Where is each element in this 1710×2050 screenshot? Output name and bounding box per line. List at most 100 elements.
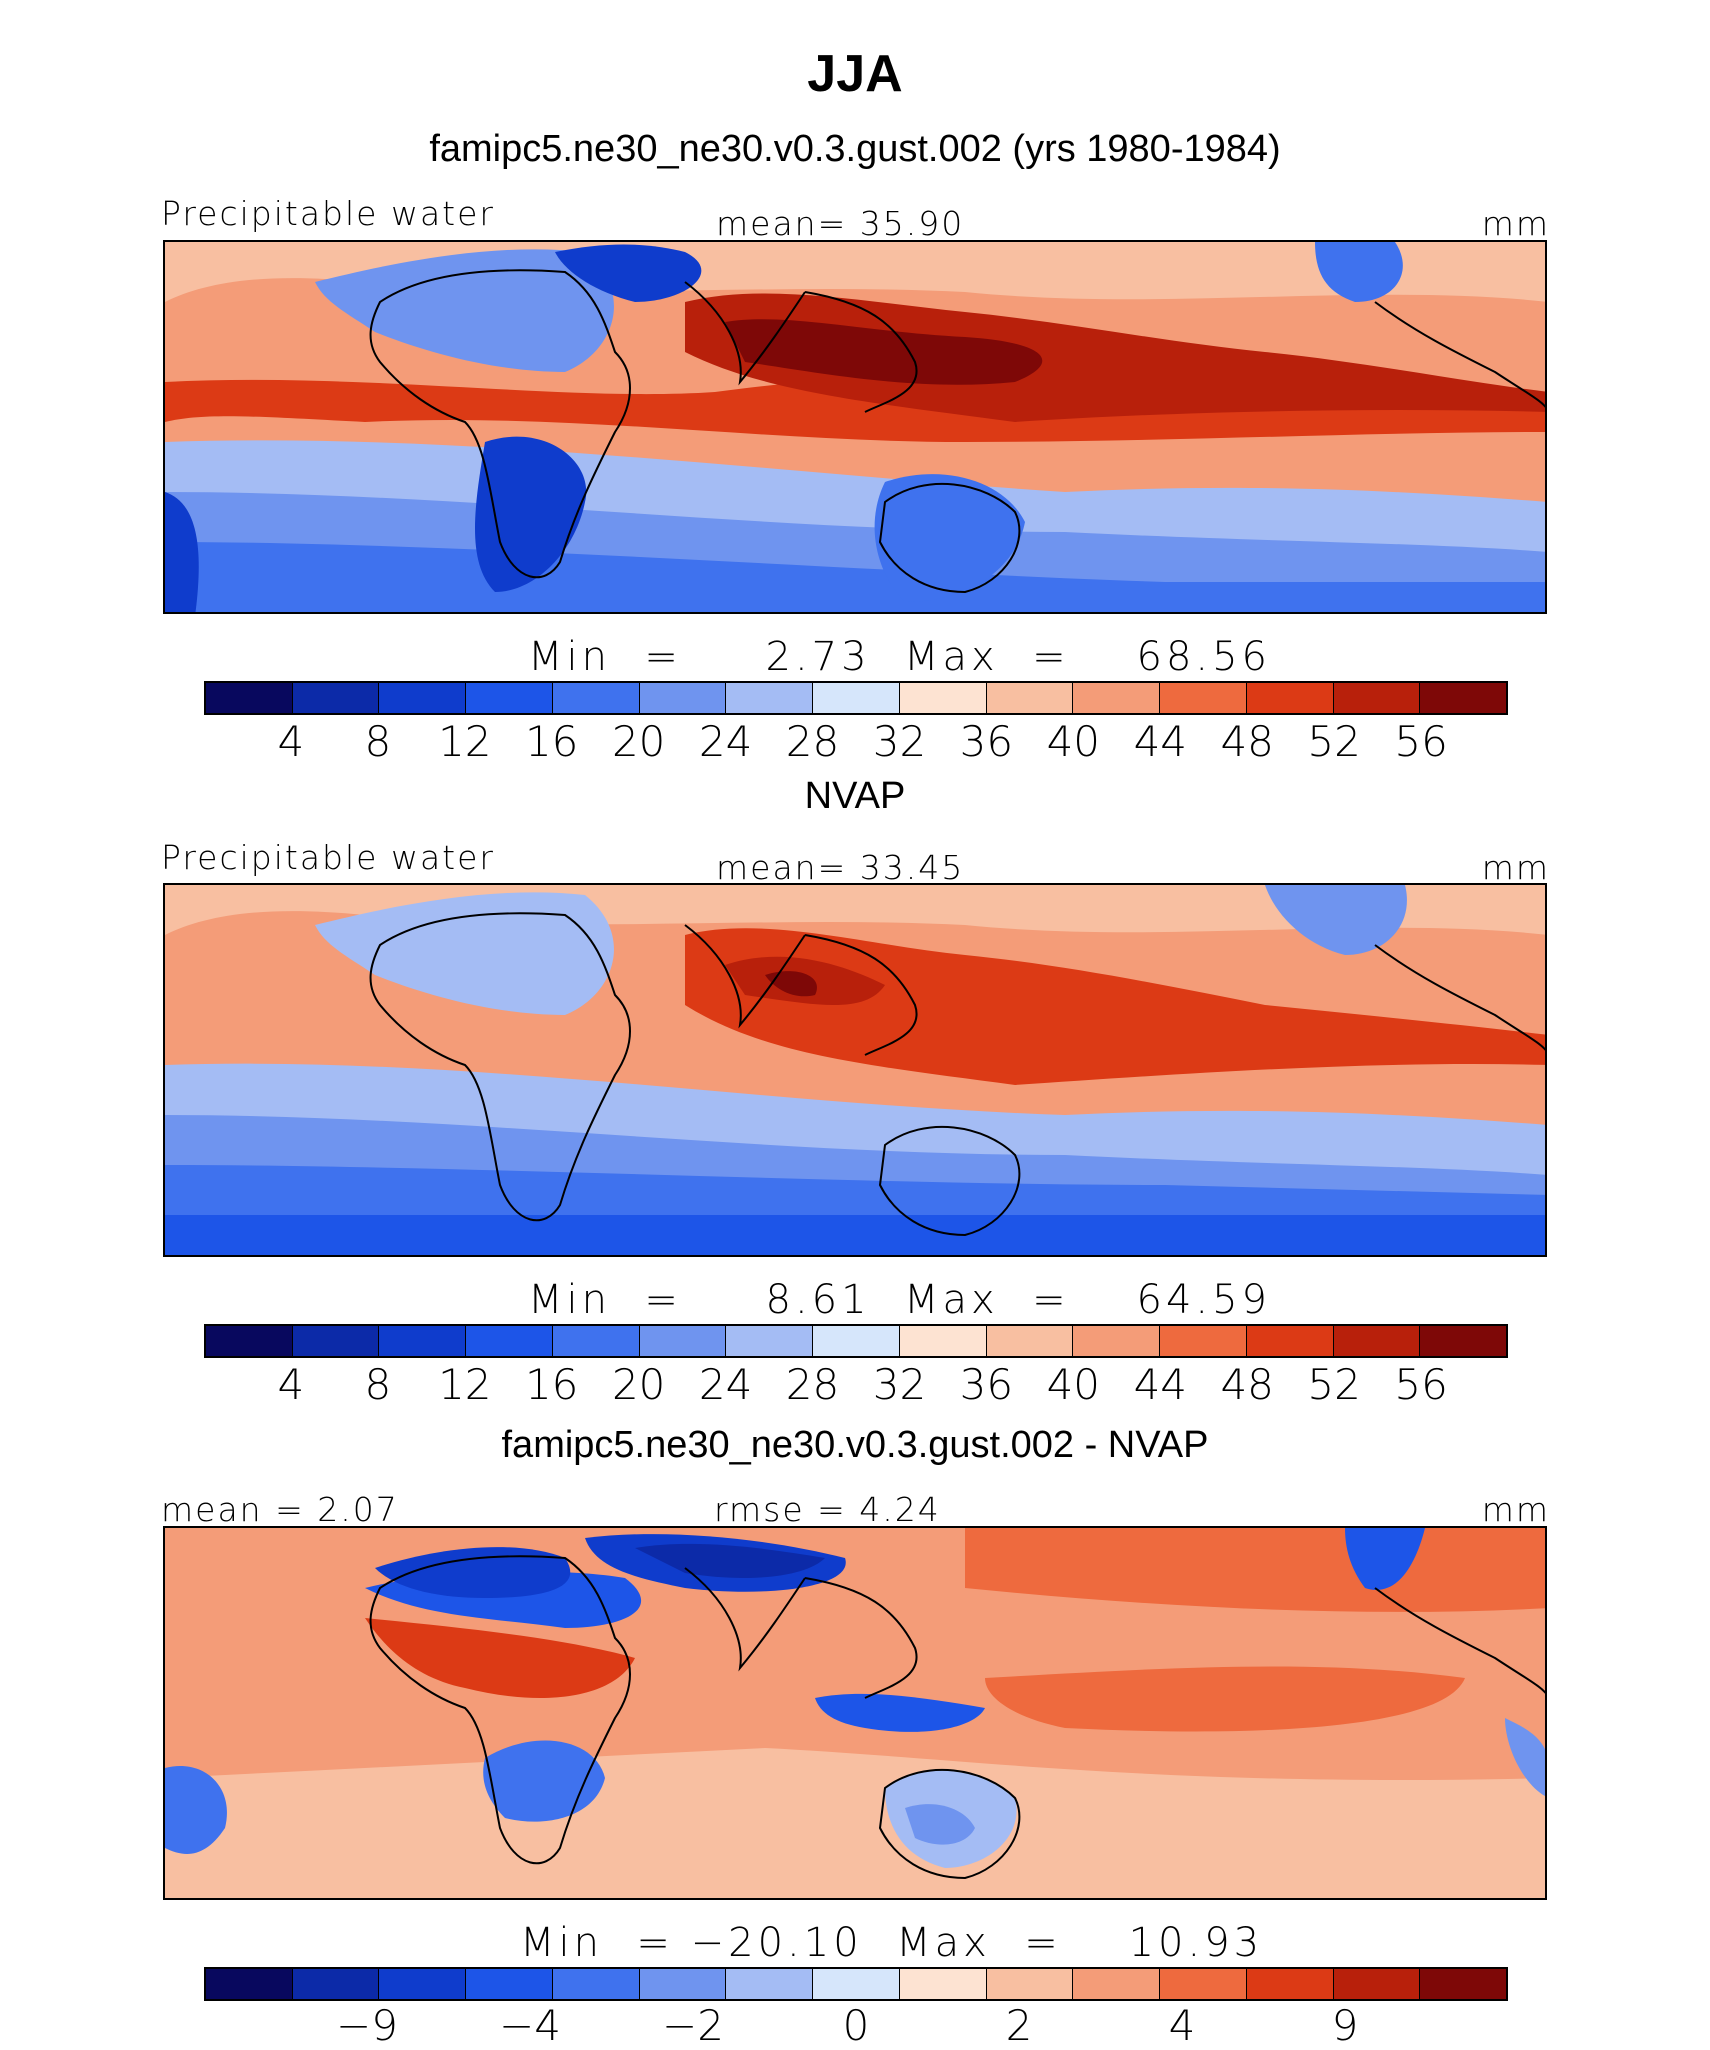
colorbar-box (552, 1326, 640, 1356)
colorbar-box (466, 1969, 553, 1999)
figure-title: JJA (807, 45, 903, 103)
panel-1-title: famipc5.ne30_ne30.v0.3.gust.002 (yrs 198… (429, 128, 1281, 170)
colorbar-tick: 8 (364, 1360, 392, 1409)
panel-1-mean-label: mean= 35.90 (716, 204, 965, 243)
panel-1-colorbar-ticks: 4 8 12 16 20 24 28 32 36 40 44 48 52 56 (204, 717, 1508, 769)
colorbar-box (899, 1969, 987, 1999)
colorbar-tick: 44 (1133, 717, 1188, 766)
colorbar-tick: 9 (1331, 2001, 1359, 2050)
colorbar-box (899, 1326, 987, 1356)
colorbar-tick: 40 (1046, 717, 1101, 766)
colorbar-box (1246, 1326, 1334, 1356)
panel-1-variable-label: Precipitable water (161, 194, 495, 233)
colorbar-box (639, 1326, 727, 1356)
panel-1-colorbar (204, 681, 1508, 715)
colorbar-box (552, 683, 640, 713)
colorbar-box (292, 1326, 380, 1356)
colorbar-tick: −9 (336, 2001, 398, 2050)
colorbar-box (986, 683, 1074, 713)
colorbar-box (1420, 1326, 1507, 1356)
colorbar-tick: 4 (277, 1360, 305, 1409)
colorbar-box (1333, 683, 1421, 713)
panel-3-min-max: Min = −20.10 Max = 10.93 (520, 1920, 1264, 1966)
colorbar-tick: 4 (1168, 2001, 1196, 2050)
colorbar-box (813, 683, 900, 713)
panel-2-min-max: Min = 8.61 Max = 64.59 (528, 1277, 1271, 1323)
colorbar-tick: −2 (662, 2001, 724, 2050)
colorbar-box (1420, 683, 1507, 713)
panel-1-units-label: mm (1481, 204, 1550, 243)
panel-2-mean-label: mean= 33.45 (716, 848, 965, 887)
colorbar-tick: 2 (1005, 2001, 1033, 2050)
colorbar-box (1160, 1969, 1247, 1999)
colorbar-box (1333, 1326, 1421, 1356)
panel-3-colorbar-ticks: −9 −4 −2 0 2 4 9 (204, 2001, 1508, 2050)
colorbar-box (552, 1969, 640, 1999)
colorbar-tick: 36 (959, 717, 1014, 766)
colorbar-box (466, 683, 553, 713)
panel-2-variable-label: Precipitable water (161, 838, 495, 877)
panel-3-title: famipc5.ne30_ne30.v0.3.gust.002 - NVAP (501, 1424, 1209, 1466)
colorbar-tick: 52 (1307, 717, 1361, 766)
colorbar-box (986, 1326, 1074, 1356)
colorbar-tick: 48 (1220, 717, 1274, 766)
colorbar-tick: 8 (364, 717, 392, 766)
panel-2-map (163, 883, 1547, 1257)
colorbar-tick: 12 (438, 717, 492, 766)
colorbar-box (1073, 1969, 1161, 1999)
panel-1-map (163, 240, 1547, 614)
colorbar-tick: 4 (277, 717, 305, 766)
colorbar-box (813, 1969, 900, 1999)
colorbar-box (206, 683, 293, 713)
colorbar-box (292, 1969, 380, 1999)
colorbar-tick: 24 (698, 1360, 753, 1409)
colorbar-box (1246, 1969, 1334, 1999)
colorbar-tick: 12 (438, 1360, 492, 1409)
colorbar-tick: 40 (1046, 1360, 1101, 1409)
panel-2-colorbar-ticks: 4 8 12 16 20 24 28 32 36 40 44 48 52 56 (204, 1360, 1508, 1412)
colorbar-tick: 56 (1394, 717, 1448, 766)
colorbar-tick: 44 (1133, 1360, 1188, 1409)
colorbar-tick: 20 (611, 1360, 666, 1409)
colorbar-box (466, 1326, 553, 1356)
panel-3-mean-label: mean = 2.07 (161, 1490, 399, 1529)
colorbar-box (292, 683, 380, 713)
colorbar-tick: 56 (1394, 1360, 1448, 1409)
colorbar-box (726, 1969, 814, 1999)
colorbar-tick: 20 (611, 717, 666, 766)
colorbar-tick: 36 (959, 1360, 1014, 1409)
colorbar-tick: 16 (524, 717, 579, 766)
colorbar-tick: −4 (499, 2001, 561, 2050)
colorbar-tick: 0 (842, 2001, 870, 2050)
colorbar-box (379, 1969, 467, 1999)
colorbar-box (986, 1969, 1074, 1999)
colorbar-box (1246, 683, 1334, 713)
panel-2-title: NVAP (804, 775, 906, 817)
colorbar-tick: 28 (785, 717, 840, 766)
colorbar-box (206, 1969, 293, 1999)
colorbar-box (1073, 1326, 1161, 1356)
colorbar-box (726, 683, 814, 713)
colorbar-tick: 28 (785, 1360, 840, 1409)
colorbar-box (813, 1326, 900, 1356)
colorbar-box (639, 1969, 727, 1999)
colorbar-box (379, 683, 467, 713)
colorbar-box (1333, 1969, 1421, 1999)
panel-1-min-max: Min = 2.73 Max = 68.56 (528, 634, 1271, 680)
colorbar-tick: 16 (524, 1360, 579, 1409)
colorbar-box (379, 1326, 467, 1356)
colorbar-box (1160, 1326, 1247, 1356)
colorbar-tick: 32 (872, 717, 927, 766)
panel-3-map (163, 1526, 1547, 1900)
panel-2-units-label: mm (1481, 848, 1550, 887)
colorbar-tick: 24 (698, 717, 753, 766)
colorbar-box (1160, 683, 1247, 713)
colorbar-box (639, 683, 727, 713)
colorbar-tick: 48 (1220, 1360, 1274, 1409)
panel-3-units-label: mm (1481, 1490, 1550, 1529)
colorbar-box (1420, 1969, 1507, 1999)
panel-2-colorbar (204, 1324, 1508, 1358)
panel-3-colorbar (204, 1967, 1508, 2001)
colorbar-box (1073, 683, 1161, 713)
panel-3-rmse-label: rmse = 4.24 (714, 1490, 941, 1529)
